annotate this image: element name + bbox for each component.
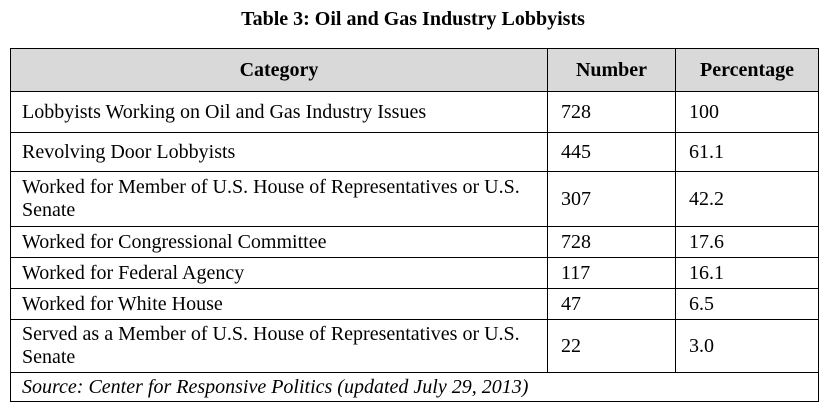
percentage-cell: 3.0 [675,319,819,373]
number-cell: 47 [547,288,676,320]
header-category: Category [10,48,548,92]
number-cell: 307 [547,171,676,227]
table-header-row: Category Number Percentage [10,48,819,92]
percentage-cell: 61.1 [675,132,819,172]
number-cell: 117 [547,257,676,289]
category-cell: Worked for White House [10,288,548,320]
percentage-cell: 100 [675,91,819,133]
lobbyists-table: Category Number Percentage Lobbyists Wor… [10,48,819,402]
percentage-cell: 6.5 [675,288,819,320]
category-cell: Worked for Member of U.S. House of Repre… [10,171,548,227]
table-row: Worked for White House 47 6.5 [10,288,819,320]
table-row: Lobbyists Working on Oil and Gas Industr… [10,91,819,133]
source-note: Source: Center for Responsive Politics (… [10,372,819,402]
source-row: Source: Center for Responsive Politics (… [10,372,819,402]
percentage-cell: 16.1 [675,257,819,289]
table-row: Revolving Door Lobbyists 445 61.1 [10,132,819,172]
table-row: Worked for Federal Agency 117 16.1 [10,257,819,289]
number-cell: 728 [547,91,676,133]
table-row: Worked for Congressional Committee 728 1… [10,226,819,258]
category-cell: Lobbyists Working on Oil and Gas Industr… [10,91,548,133]
percentage-cell: 17.6 [675,226,819,258]
number-cell: 445 [547,132,676,172]
header-number: Number [547,48,676,92]
header-percentage: Percentage [675,48,819,92]
number-cell: 728 [547,226,676,258]
table-row: Worked for Member of U.S. House of Repre… [10,171,819,227]
category-cell: Worked for Congressional Committee [10,226,548,258]
category-cell: Served as a Member of U.S. House of Repr… [10,319,548,373]
number-cell: 22 [547,319,676,373]
table-row: Served as a Member of U.S. House of Repr… [10,319,819,373]
category-cell: Worked for Federal Agency [10,257,548,289]
category-cell: Revolving Door Lobbyists [10,132,548,172]
percentage-cell: 42.2 [675,171,819,227]
table-title: Table 3: Oil and Gas Industry Lobbyists [241,8,585,30]
